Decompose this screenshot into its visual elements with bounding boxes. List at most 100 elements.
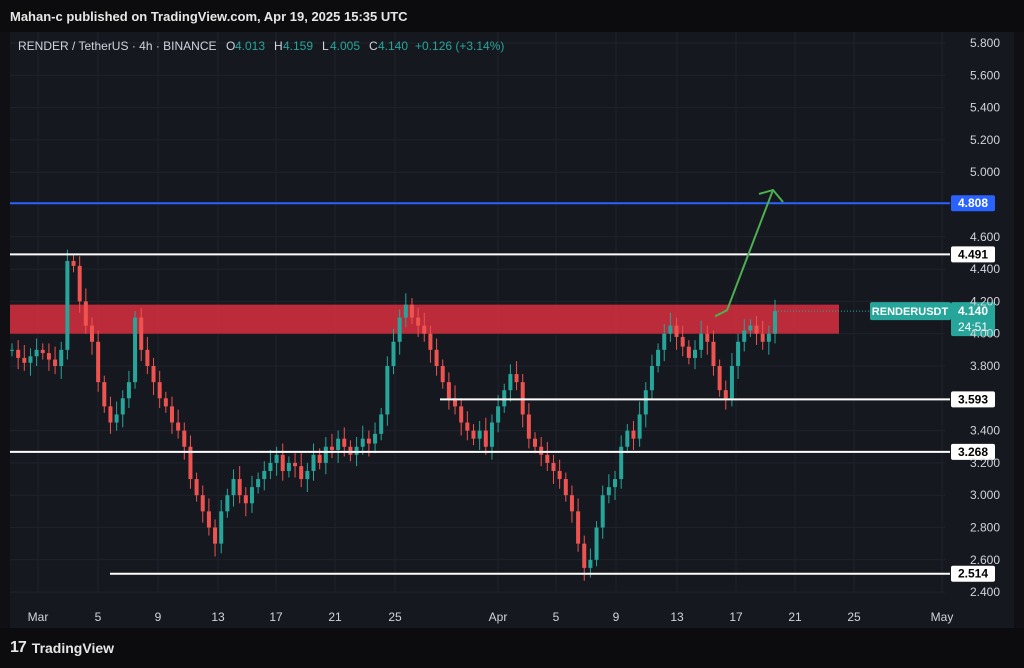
level-price-tag <box>951 391 995 408</box>
candle-body <box>594 527 599 560</box>
level-price-label: 2.514 <box>958 567 988 581</box>
candle-body <box>489 422 494 447</box>
candle-body <box>526 414 531 439</box>
candle-body <box>311 454 316 471</box>
candle-body <box>213 527 218 544</box>
candle-body <box>446 382 451 399</box>
x-tick-label: 5 <box>95 610 102 624</box>
candle-body <box>736 341 741 366</box>
x-tick-label: May <box>931 610 954 624</box>
y-tick-label: 2.800 <box>970 521 1000 535</box>
level-price-label: 3.268 <box>958 445 988 459</box>
candle-body <box>206 511 211 528</box>
candle-body <box>200 495 205 512</box>
candle-body <box>766 333 771 342</box>
candle-body <box>59 349 64 366</box>
candle-body <box>348 446 353 455</box>
x-tick-label: 13 <box>211 610 225 624</box>
candle-body <box>502 390 507 407</box>
candle-body <box>631 430 636 439</box>
candle-body <box>163 398 168 407</box>
candle-body <box>477 430 482 439</box>
candle-body <box>16 349 21 358</box>
candle-body <box>53 359 58 366</box>
candle-body <box>643 390 648 415</box>
candle-body <box>231 479 236 496</box>
candle-body <box>342 438 347 447</box>
y-tick-label: 5.800 <box>970 36 1000 50</box>
candle-body <box>416 317 421 326</box>
candle-body <box>563 479 568 496</box>
y-tick-label: 3.000 <box>970 488 1000 502</box>
candle-body <box>46 353 51 360</box>
candle-body <box>576 511 581 544</box>
chart-area[interactable]: 4.808 4.491 3.593 3.268 2.514 RENDERUSDT 4.140… <box>10 32 1014 628</box>
level-price-tag <box>951 246 995 263</box>
candle-body <box>102 382 107 407</box>
candle-body <box>496 406 501 423</box>
candle-body <box>409 304 414 318</box>
legend-symbol: RENDER / TetherUS · 4h · BINANCE <box>18 39 217 53</box>
candle-body <box>385 366 390 415</box>
y-tick-label: 2.600 <box>970 553 1000 567</box>
candle-body <box>588 559 593 568</box>
candle-body <box>139 317 144 350</box>
projection-arrow <box>714 189 774 318</box>
candle-body <box>114 414 119 423</box>
candle-body <box>194 479 199 496</box>
candle-body <box>514 374 519 383</box>
candle-body <box>748 325 753 331</box>
candle-body <box>551 462 556 471</box>
candle-body <box>274 454 279 463</box>
candle-body <box>520 382 525 415</box>
y-tick-label: 3.200 <box>970 456 1000 470</box>
projection-arrow-head <box>758 188 784 203</box>
legend-c-label: C <box>369 39 378 53</box>
candles <box>10 249 777 581</box>
candle-body <box>28 356 33 363</box>
candle-body <box>219 511 224 544</box>
legend-h-value: 4.159 <box>283 39 313 53</box>
x-tick-label: 9 <box>613 610 620 624</box>
x-tick-label: Apr <box>489 610 508 624</box>
legend-change: +0.126 (+3.14%) <box>415 39 504 53</box>
symbol-tag-label: RENDERUSDT <box>872 306 949 318</box>
candle-body <box>705 333 710 342</box>
tradingview-logo[interactable]: 17 TradingView <box>10 639 114 657</box>
candle-body <box>323 446 328 463</box>
candle-body <box>329 446 334 450</box>
projection-arrow-group <box>714 188 784 318</box>
current-price-label: 4.140 <box>958 304 988 318</box>
candle-body <box>465 422 470 431</box>
candle-body <box>729 366 734 399</box>
candle-body <box>557 470 562 480</box>
candle-body <box>336 438 341 450</box>
candle-body <box>533 438 538 447</box>
x-tick-label: 25 <box>847 610 861 624</box>
x-tick-label: 9 <box>155 610 162 624</box>
legend-c-value: 4.140 <box>378 39 408 53</box>
legend-o-value: 4.013 <box>235 39 265 53</box>
level-price-label: 4.491 <box>958 247 988 261</box>
candle-body <box>293 462 298 467</box>
price-chart[interactable]: 4.808 4.491 3.593 3.268 2.514 RENDERUSDT 4.140… <box>10 32 1014 628</box>
candle-body <box>243 495 248 504</box>
publish-info: Mahan-c published on TradingView.com, Ap… <box>10 8 408 24</box>
level-lines: 4.808 4.491 3.593 3.268 2.514 RENDERUSDT 4.140… <box>10 195 995 582</box>
candle-body <box>471 430 476 439</box>
candle-body <box>169 406 174 423</box>
candle-body <box>145 349 150 366</box>
candle-body <box>182 430 187 447</box>
candle-body <box>742 330 747 342</box>
candle-body <box>613 479 618 488</box>
candle-body <box>754 325 759 334</box>
candle-body <box>668 325 673 334</box>
level-price-tag <box>951 195 995 212</box>
candle-body <box>391 341 396 366</box>
x-tick-label: 21 <box>328 610 342 624</box>
candle-body <box>286 462 291 471</box>
level-price-label: 3.593 <box>958 392 988 406</box>
candle-body <box>656 349 661 366</box>
y-tick-label: 5.000 <box>970 165 1000 179</box>
y-tick-label: 5.400 <box>970 101 1000 115</box>
